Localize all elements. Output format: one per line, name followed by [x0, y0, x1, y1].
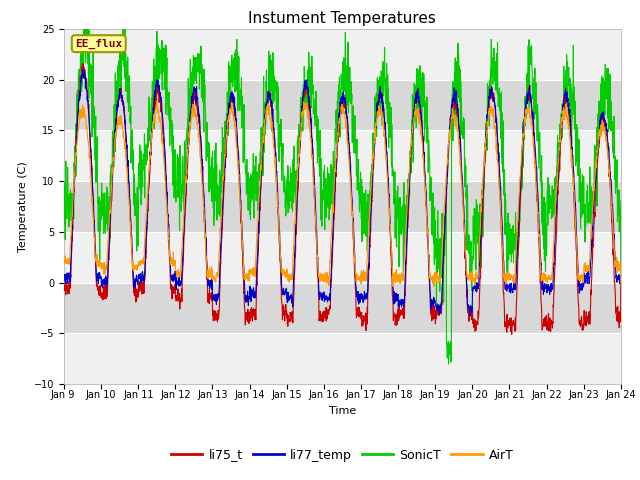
- AirT: [430, 284, 438, 289]
- SonicT: [505, 257, 513, 263]
- li75_t: [504, 322, 512, 328]
- li75_t: [216, 300, 223, 306]
- Line: li75_t: li75_t: [64, 63, 621, 334]
- AirT: [568, 158, 576, 164]
- li77_temp: [216, 275, 223, 281]
- Bar: [64, 130, 621, 181]
- Bar: [64, 80, 621, 130]
- SonicT: [371, 94, 379, 100]
- li75_t: [359, 318, 367, 324]
- li77_temp: [584, 275, 591, 281]
- Text: EE_flux: EE_flux: [75, 38, 122, 49]
- li77_temp: [79, 67, 87, 72]
- AirT: [216, 242, 223, 248]
- SonicT: [584, 182, 591, 188]
- AirT: [371, 135, 379, 141]
- AirT: [60, 259, 68, 265]
- Line: AirT: AirT: [64, 102, 621, 287]
- li75_t: [617, 280, 625, 286]
- AirT: [584, 266, 591, 272]
- li77_temp: [466, 313, 474, 319]
- AirT: [505, 277, 513, 283]
- Line: li77_temp: li77_temp: [64, 70, 621, 316]
- li75_t: [584, 314, 591, 320]
- Y-axis label: Temperature (C): Temperature (C): [19, 161, 28, 252]
- AirT: [617, 280, 625, 286]
- Bar: [64, 181, 621, 232]
- li75_t: [79, 60, 87, 66]
- X-axis label: Time: Time: [329, 406, 356, 416]
- SonicT: [568, 115, 576, 121]
- Bar: [64, 232, 621, 283]
- Bar: [64, 283, 621, 333]
- SonicT: [617, 280, 625, 286]
- Legend: li75_t, li77_temp, SonicT, AirT: li75_t, li77_temp, SonicT, AirT: [166, 444, 518, 467]
- li77_temp: [60, 278, 68, 284]
- li77_temp: [505, 285, 513, 290]
- SonicT: [80, 10, 88, 15]
- li77_temp: [371, 134, 379, 140]
- li75_t: [60, 278, 68, 284]
- AirT: [153, 99, 161, 105]
- Title: Instument Temperatures: Instument Temperatures: [248, 11, 436, 26]
- Line: SonicT: SonicT: [64, 12, 621, 364]
- AirT: [359, 269, 367, 275]
- li75_t: [371, 139, 379, 144]
- SonicT: [359, 216, 367, 222]
- li77_temp: [359, 296, 367, 302]
- li77_temp: [568, 144, 576, 150]
- li77_temp: [617, 280, 625, 286]
- SonicT: [445, 361, 452, 367]
- Bar: [64, 29, 621, 80]
- li75_t: [568, 149, 576, 155]
- li75_t: [508, 331, 516, 337]
- SonicT: [216, 175, 223, 181]
- SonicT: [60, 221, 68, 227]
- Bar: [64, 333, 621, 384]
